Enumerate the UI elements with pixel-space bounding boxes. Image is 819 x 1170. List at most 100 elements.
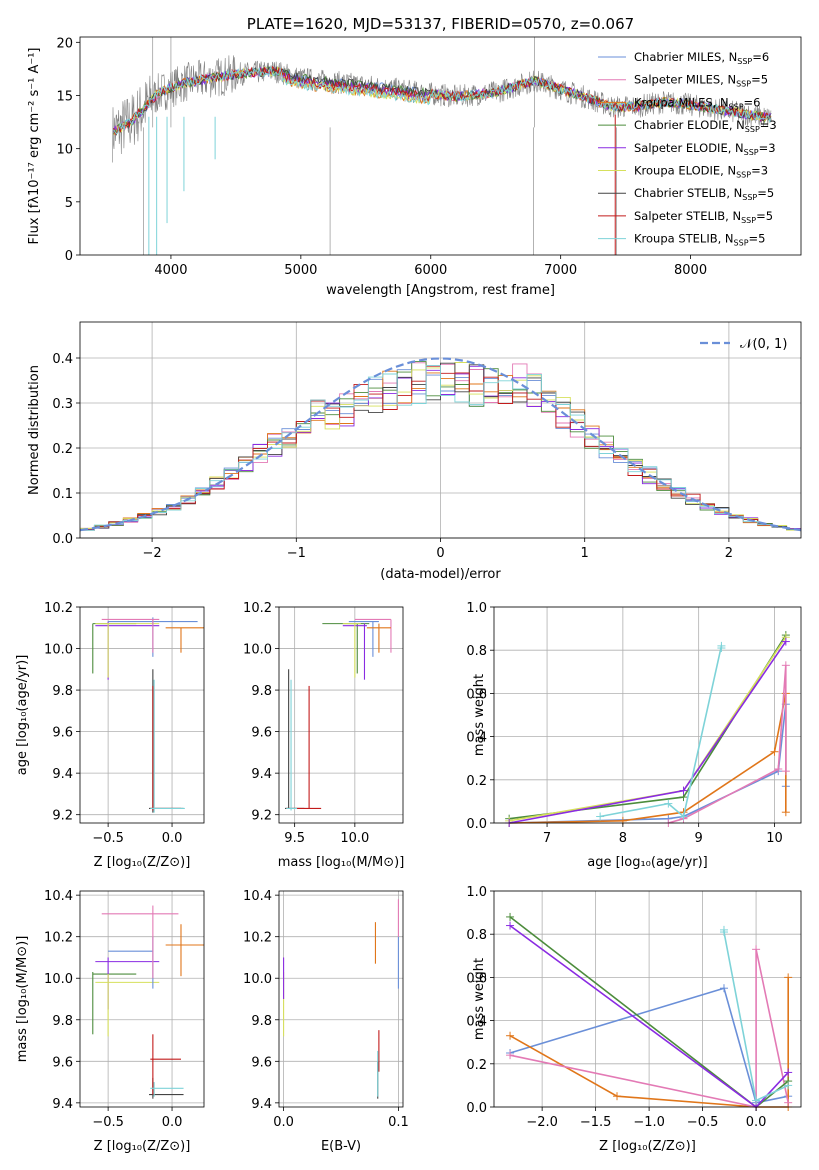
legend-entry: Kroupa MILES, NSSP=6 (634, 95, 760, 111)
legend-entry: Salpeter STELIB, NSSP=5 (634, 209, 773, 225)
p_mw_z-xtick-label: 0.0 (746, 1115, 767, 1130)
top-ytick-label: 15 (56, 89, 73, 104)
p_mw_age-xtick-label: 10 (766, 831, 783, 846)
mw-z-axes-frame (493, 890, 802, 1108)
legend-entry: Kroupa ELODIE, NSSP=3 (634, 164, 768, 180)
p_age_z-xtick-label: −0.5 (92, 831, 124, 846)
legend-sub: SSP (745, 125, 760, 134)
legend-base: Chabrier MILES, N (634, 50, 737, 64)
legend-tail: =3 (759, 141, 776, 155)
mw-age-xlabel: age [log₁₀(age/yr)] (587, 855, 708, 870)
p_mw_z-ytick-label: 0.2 (466, 1058, 487, 1073)
mw-age-series (668, 665, 787, 824)
age-mass-axes-frame (278, 606, 404, 824)
legend-tail: =3 (751, 164, 768, 178)
legend-tail: =5 (757, 186, 774, 200)
p_mw_z-xtick-label: −0.5 (687, 1115, 719, 1130)
p_mw_age-ytick-label: 0.2 (466, 774, 487, 789)
p_age_z-ytick-label: 10.0 (44, 643, 73, 658)
p_mw_z-ytick-label: 1.0 (466, 885, 487, 900)
p_mass_ebv-ytick-label: 9.8 (251, 1014, 272, 1029)
top-xtick-label: 8000 (674, 263, 707, 278)
legend-base: Kroupa MILES, N (634, 95, 729, 109)
legend-base: Kroupa STELIB, N (634, 232, 734, 246)
mw-z-series (509, 987, 789, 1104)
mass-z-ylabel: mass [log₁₀(M/M⊙)] (15, 936, 30, 1063)
top-xtick-label: 4000 (154, 263, 187, 278)
legend-entry: Chabrier MILES, NSSP=6 (634, 50, 769, 66)
p_age_mass-xtick-label: 9.5 (284, 831, 305, 846)
hist-ylabel: Normed distribution (27, 365, 42, 495)
p_age_z-ytick-label: 9.2 (52, 809, 73, 824)
legend-tail: =5 (756, 209, 773, 223)
legend-tail: =6 (744, 95, 761, 109)
p_age_z-ytick-label: 10.2 (44, 601, 73, 616)
mw-age-ylabel: mass weight (472, 674, 487, 756)
spectrum-plot (112, 37, 772, 255)
p_mw_z-xtick-label: −1.5 (580, 1115, 612, 1130)
mw-z-ylabel: mass weight (472, 958, 487, 1040)
legend-tail: =6 (752, 50, 769, 64)
legend-entry: Salpeter MILES, NSSP=5 (634, 73, 768, 89)
mw-age-series (599, 645, 723, 818)
frame-layer (76, 36, 802, 1111)
top-xtick-label: 6000 (414, 263, 447, 278)
hist-ytick-label: 0.1 (52, 487, 73, 502)
hist-xlabel: (data-model)/error (380, 567, 501, 582)
legend-sub: SSP (734, 239, 749, 248)
p_mw_age-ytick-label: 0.6 (466, 687, 487, 702)
legend-base: Salpeter STELIB, N (634, 209, 741, 223)
p_mass_ebv-ytick-label: 9.6 (251, 1055, 272, 1070)
mw-age-axes-frame (493, 606, 802, 824)
p_mass_z-xtick-label: 0.0 (162, 1115, 183, 1130)
p_mw_age-ytick-label: 0.4 (466, 731, 487, 746)
p_mass_z-ytick-label: 10.2 (44, 931, 73, 946)
age-z-xlabel: Z [log₁₀(Z/Z⊙)] (94, 855, 191, 870)
legend-sub: SSP (737, 57, 752, 66)
legend-tail: =5 (749, 232, 766, 246)
top-ytick-label: 10 (56, 143, 73, 158)
spectrum-title: PLATE=1620, MJD=53137, FIBERID=0570, z=0… (247, 15, 634, 33)
p_mw_z-ytick-label: 0.0 (466, 1101, 487, 1116)
p_mw_z-ytick-label: 0.8 (466, 928, 487, 943)
p_mw_age-xtick-label: 9 (695, 831, 703, 846)
top-ytick-label: 20 (56, 36, 73, 51)
p_mass_z-ytick-label: 9.4 (52, 1097, 73, 1112)
p_age_mass-ytick-label: 9.8 (251, 684, 272, 699)
p_mass_ebv-ytick-label: 10.4 (243, 889, 272, 904)
p_mw_age-xtick-label: 7 (543, 831, 551, 846)
hist-ytick-label: 0.0 (52, 532, 73, 547)
mw-age-series (509, 704, 787, 824)
p_mass_z-ytick-label: 10.0 (44, 972, 73, 987)
p_age_mass-ytick-label: 9.4 (251, 767, 272, 782)
p_mass_ebv-ytick-label: 10.2 (243, 931, 272, 946)
legend-sub: SSP (736, 80, 751, 89)
legend-base: Chabrier ELODIE, N (634, 118, 745, 132)
p_mw_z-xtick-label: −1.0 (633, 1115, 665, 1130)
age-mass-xlabel: mass [log₁₀(M/M⊙)] (278, 855, 405, 870)
hist-xtick-label: −1 (287, 546, 306, 561)
mw-age-series (509, 636, 787, 822)
p_mw_age-ytick-label: 0.8 (466, 644, 487, 659)
p_age_z-ytick-label: 9.4 (52, 767, 73, 782)
p_age_mass-ytick-label: 10.0 (243, 643, 272, 658)
histogram-series-8 (80, 365, 801, 532)
text-layer: 4000 5000 6000 7000 800005101520PLATE=1620, … (15, 15, 787, 1154)
normal-curve (80, 357, 801, 532)
legend-sub: SSP (741, 216, 756, 225)
p_mass_z-ytick-label: 9.8 (52, 1014, 73, 1029)
legend-base: Kroupa ELODIE, N (634, 164, 736, 178)
mw-age-series (509, 634, 787, 820)
p_mass_ebv-ytick-label: 10.0 (243, 972, 272, 987)
top-xtick-label: 7000 (544, 263, 577, 278)
spectrum-xlabel: wavelength [Angstrom, rest frame] (326, 283, 555, 298)
legend-sub: SSP (744, 148, 759, 157)
hist-xtick-label: 0 (436, 546, 444, 561)
p_age_mass-ytick-label: 9.2 (251, 809, 272, 824)
mass-ebv-xlabel: E(B-V) (321, 1139, 361, 1154)
legend-entry: Salpeter ELODIE, NSSP=3 (634, 141, 776, 157)
top-xtick-label: 5000 (284, 263, 317, 278)
legend-tail: =3 (760, 118, 777, 132)
legend-sub: SSP (729, 102, 744, 111)
